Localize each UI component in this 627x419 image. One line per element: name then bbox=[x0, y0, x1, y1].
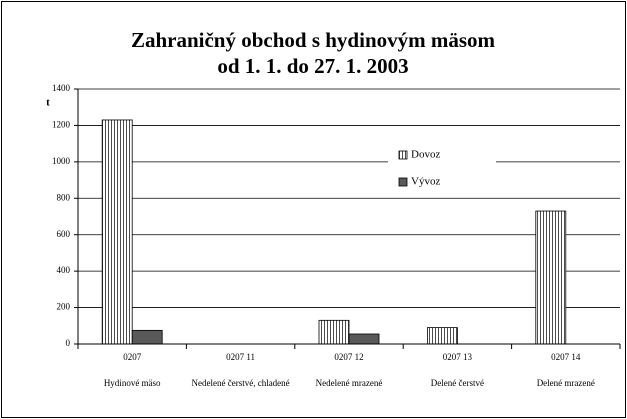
x-tick-label: 0207 13 bbox=[443, 352, 473, 362]
y-tick-label: 0 bbox=[66, 338, 71, 348]
bar bbox=[131, 329, 163, 345]
legend-label: Vývoz bbox=[411, 176, 440, 188]
x-tick-label: 0207 12 bbox=[334, 352, 363, 362]
chart-title: od 1. 1. do 27. 1. 2003 bbox=[217, 54, 408, 78]
legend-label: Dovoz bbox=[411, 149, 440, 161]
y-tick-label: 1200 bbox=[52, 119, 71, 129]
y-tick-label: 1400 bbox=[52, 83, 71, 93]
legend-swatch bbox=[398, 177, 408, 187]
y-tick-label: 400 bbox=[57, 265, 71, 275]
category-name: Hydinové mäso bbox=[104, 378, 161, 388]
x-tick-label: 0207 11 bbox=[226, 352, 255, 362]
category-name: Delené mrazené bbox=[537, 378, 595, 388]
bar bbox=[101, 119, 133, 345]
y-tick-label: 1000 bbox=[52, 156, 71, 166]
x-tick-label: 0207 bbox=[123, 352, 142, 362]
x-tick-label: 0207 14 bbox=[551, 352, 581, 362]
category-name: Delené čerstvé bbox=[431, 378, 484, 388]
legend-box bbox=[388, 142, 496, 196]
bar bbox=[426, 327, 458, 345]
y-tick-label: 200 bbox=[57, 302, 71, 312]
bar bbox=[535, 210, 567, 345]
category-name: Nedelené čerstvé, chladené bbox=[191, 378, 289, 388]
y-axis-label: t bbox=[46, 97, 50, 109]
chart-title: Zahraničný obchod s hydinovým mäsom bbox=[131, 28, 496, 52]
bar bbox=[318, 319, 350, 345]
y-tick-label: 600 bbox=[57, 229, 71, 239]
legend-swatch bbox=[398, 150, 408, 160]
bar bbox=[348, 333, 380, 345]
y-tick-label: 800 bbox=[57, 192, 71, 202]
category-name: Nedelené mrazené bbox=[316, 378, 383, 388]
